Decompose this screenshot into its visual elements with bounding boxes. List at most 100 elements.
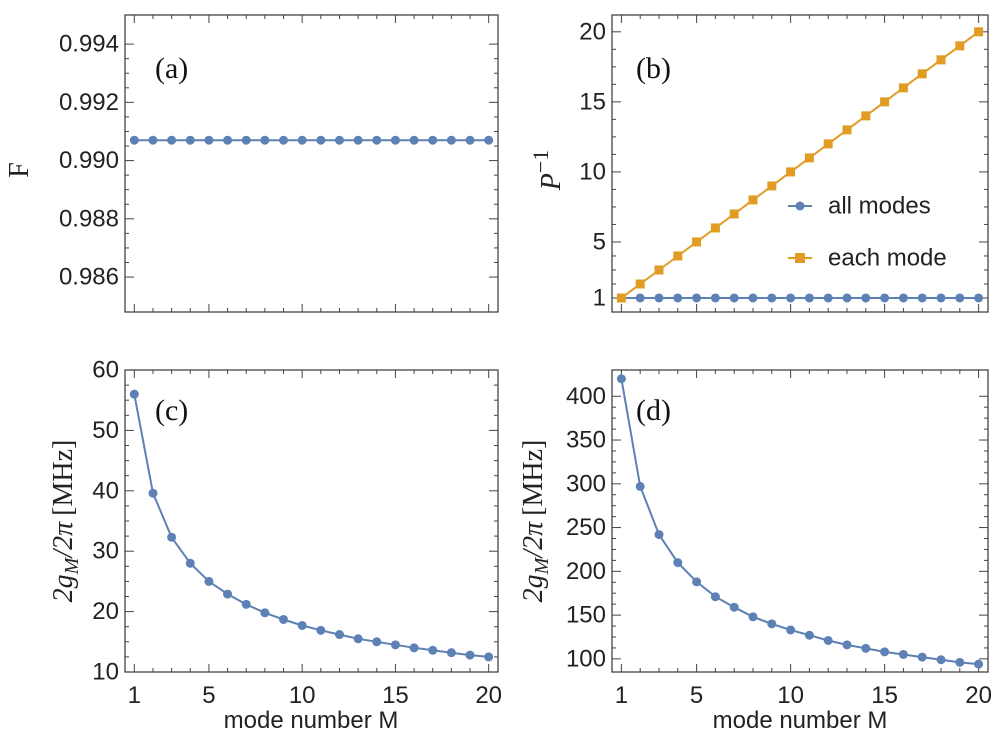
panel-c-data-point xyxy=(334,630,344,640)
panel-c: (c) 2gM/2π[MHz] mode number M 1 5 10 15 2010… xyxy=(48,357,502,735)
panel-d-data-point xyxy=(654,530,664,540)
panel-c-ytick-label: 10 xyxy=(92,659,119,686)
panel-d-ylabel-main: 2g xyxy=(518,574,549,602)
panel-a-data-point xyxy=(484,135,494,145)
panel-b-legend: all modes each mode xyxy=(788,193,947,272)
panel-d-label: (d) xyxy=(636,394,671,427)
panel-d-data-point xyxy=(974,659,984,669)
panel-b-data-point xyxy=(804,293,814,303)
panel-c-ytick-label: 20 xyxy=(92,598,119,625)
panel-c-data-point xyxy=(465,650,475,660)
panel-a-data-point xyxy=(129,135,139,145)
panel-b-ylabel-sup: −1 xyxy=(528,150,553,173)
panel-b-data-point xyxy=(804,153,814,163)
panel-b-data-point xyxy=(786,293,796,303)
panel-b-data-point xyxy=(917,293,927,303)
panel-c-data-point xyxy=(316,625,326,635)
panel-c-ytick-label: 30 xyxy=(92,538,119,565)
panel-c-data-point xyxy=(185,558,195,568)
panel-c-data-point xyxy=(409,643,419,653)
panel-c-xlabel: mode number M xyxy=(224,707,399,734)
panel-c-xtick-label: 20 xyxy=(475,682,502,709)
panel-c-data-point xyxy=(372,637,382,647)
panel-a-marks: 0.986 0.988 0.990 0.992 0.994 xyxy=(59,15,498,312)
panel-b-data-point xyxy=(955,293,965,303)
panel-b-data-point xyxy=(654,265,664,275)
panel-d-data-point xyxy=(767,619,777,629)
panel-d-data-point xyxy=(692,577,702,587)
panel-d-data-point xyxy=(710,592,720,602)
panel-b-data-point xyxy=(635,293,645,303)
panel-c-data-point xyxy=(260,608,270,618)
panel-c-data-point xyxy=(446,648,456,658)
panel-b-data-point xyxy=(898,293,908,303)
panel-b-data-point xyxy=(767,293,777,303)
panel-b-data-point xyxy=(616,293,626,303)
panel-a-data-point xyxy=(446,135,456,145)
panel-b-ylabel: P−1 xyxy=(528,150,567,192)
panel-a-label: (a) xyxy=(155,52,188,85)
panel-b-data-point xyxy=(823,293,833,303)
panel-d-xlabel: mode number M xyxy=(713,707,888,734)
panel-d-data-point xyxy=(861,643,871,653)
panel-b-data-point xyxy=(861,293,871,303)
legend-label-each-mode: each mode xyxy=(828,245,947,272)
panel-d-data-point xyxy=(880,647,890,657)
panel-d-data-point xyxy=(729,602,739,612)
panel-c-xtick-label: 1 xyxy=(128,682,141,709)
panel-b-data-point xyxy=(974,27,984,37)
panel-d-ylabel: 2gM/2π [MHz] xyxy=(518,440,553,603)
panel-b-ytick-label: 20 xyxy=(579,18,606,45)
panel-b-data-point xyxy=(710,223,720,233)
panel-b-data-point xyxy=(729,209,739,219)
panel-a-data-point xyxy=(223,135,233,145)
panel-c-data-point xyxy=(148,488,158,498)
panel-a-data-point xyxy=(465,135,475,145)
panel-a-frame xyxy=(124,14,499,313)
panel-b-data-point xyxy=(786,167,796,177)
panel-c-ytick-label: 50 xyxy=(92,417,119,444)
panel-b-data-point xyxy=(635,279,645,289)
panel-a-data-point xyxy=(297,135,307,145)
panel-c-series-line-0 xyxy=(133,394,489,658)
panel-c-ylabel-units: [MHz] xyxy=(48,440,79,516)
panel-c-data-point xyxy=(297,620,307,630)
panel-a-data-point xyxy=(428,135,438,145)
panel-c-label: (c) xyxy=(155,394,188,427)
panel-b-data-point xyxy=(880,293,890,303)
panel-d-ylabel-units: [MHz] xyxy=(518,440,549,516)
legend-marker-each-mode xyxy=(795,253,805,263)
panel-b-data-point xyxy=(710,293,720,303)
panel-d-ytick-label: 200 xyxy=(566,558,606,585)
panel-d-ytick-label: 250 xyxy=(566,514,606,541)
panel-b-data-point xyxy=(842,125,852,135)
panel-d-data-point xyxy=(898,649,908,659)
panel-d-xtick-label: 5 xyxy=(690,682,703,709)
panel-d-series-line-0 xyxy=(620,378,979,666)
panel-c-data-point xyxy=(353,634,363,644)
panel-a-data-point xyxy=(148,135,158,145)
panel-b-data-point xyxy=(748,195,758,205)
panel-d-ylabel-tail: /2π xyxy=(518,521,549,560)
panel-b-data-point xyxy=(748,293,758,303)
panel-b-data-point xyxy=(917,69,927,79)
panel-a-ytick-label: 0.990 xyxy=(59,147,119,174)
panel-a: (a) F 0.986 0.988 0.990 0.992 0.994 xyxy=(4,14,499,313)
panel-a-data-point xyxy=(185,135,195,145)
panel-b-label: (b) xyxy=(636,52,671,85)
panel-b-data-point xyxy=(936,55,946,65)
panel-b-ytick-label: 5 xyxy=(593,228,606,255)
panel-c-ylabel-main: 2g xyxy=(48,574,79,602)
panel-c-data-point xyxy=(129,389,139,399)
panel-a-data-point xyxy=(353,135,363,145)
panel-b-data-point xyxy=(673,293,683,303)
panel-d-data-point xyxy=(804,630,814,640)
panel-b-data-point xyxy=(861,111,871,121)
panel-a-data-point xyxy=(390,135,400,145)
panel-b-data-point xyxy=(842,293,852,303)
panel-b-ylabel-main: P xyxy=(536,173,567,191)
panel-c-ylabel-sub: M xyxy=(61,556,83,575)
panel-a-data-point xyxy=(372,135,382,145)
